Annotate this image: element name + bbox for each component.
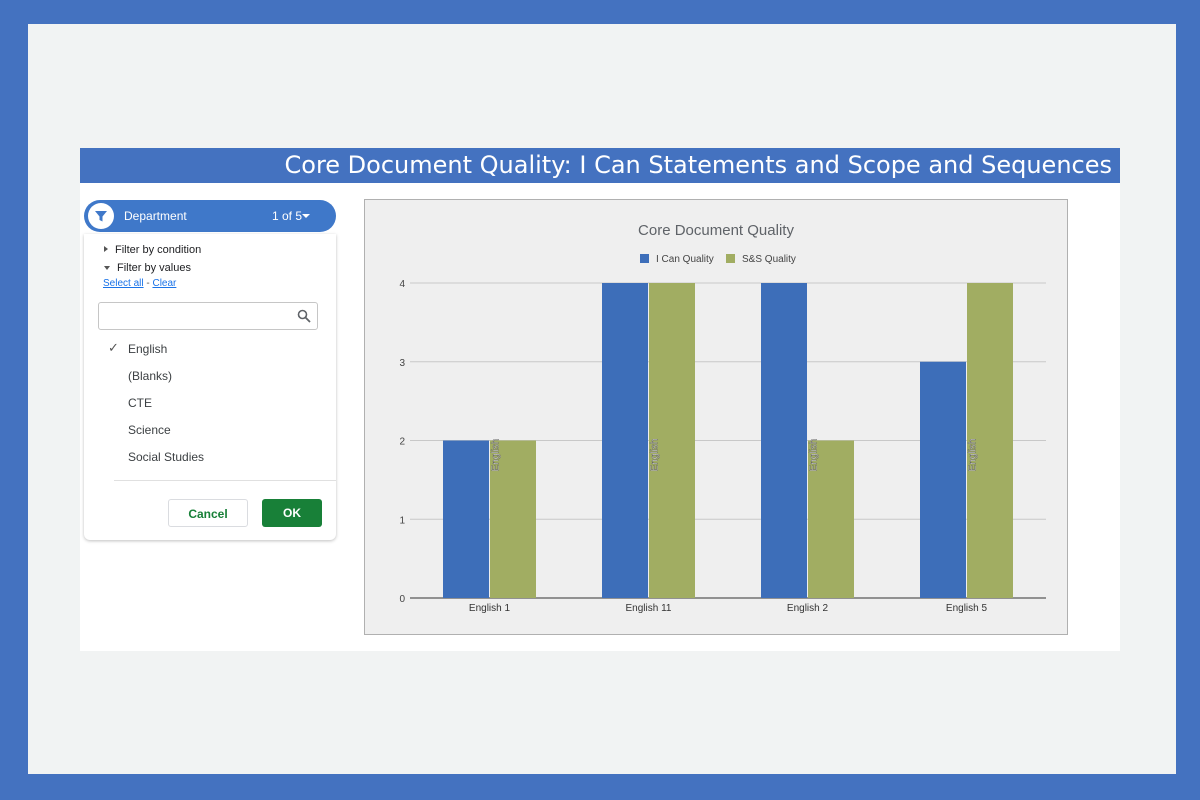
bar-data-label: English <box>491 439 502 472</box>
filter-by-condition-label: Filter by condition <box>115 244 202 256</box>
legend-swatch <box>640 254 649 263</box>
bar <box>649 283 695 598</box>
bar <box>761 283 807 598</box>
y-tick-label: 1 <box>399 515 405 526</box>
y-tick-label: 2 <box>399 437 405 448</box>
filter-by-values-toggle[interactable]: Filter by values <box>104 262 191 274</box>
filter-by-condition-toggle[interactable]: Filter by condition <box>104 244 201 256</box>
x-tick-label: English 5 <box>946 603 988 614</box>
x-tick-label: English 2 <box>787 603 829 614</box>
filter-pill-label: Department <box>124 209 187 223</box>
select-all-link[interactable]: Select all <box>103 278 144 289</box>
cancel-button[interactable]: Cancel <box>168 499 248 527</box>
bar-data-label: English <box>809 439 820 472</box>
filter-panel: Filter by condition Filter by values Sel… <box>84 234 336 540</box>
caret-right-icon <box>104 246 108 252</box>
filter-value-social-studies[interactable]: Social Studies <box>128 450 204 464</box>
bar <box>920 361 966 598</box>
caret-down-icon <box>104 266 110 270</box>
select-links: Select all - Clear <box>103 278 176 289</box>
filter-value-label: Social Studies <box>128 450 205 464</box>
filter-value-blanks[interactable]: (Blanks) <box>128 369 172 383</box>
ok-button[interactable]: OK <box>262 499 322 527</box>
y-tick-label: 0 <box>399 594 405 605</box>
filter-value-english[interactable]: ✓ English <box>108 340 168 356</box>
panel-divider <box>114 480 336 481</box>
department-filter-pill[interactable]: Department 1 of 5 <box>84 200 336 232</box>
filter-funnel-icon <box>88 203 114 229</box>
legend-swatch <box>726 254 735 263</box>
filter-value-label: CTE <box>128 396 152 410</box>
page-title: Core Document Quality: I Can Statements … <box>80 148 1120 183</box>
checkmark-icon: ✓ <box>108 340 119 355</box>
bar-data-label: English <box>650 439 661 472</box>
legend-label: S&S Quality <box>742 254 796 265</box>
chart-container: Core Document Quality I Can Quality S&S Qu… <box>364 199 1068 635</box>
caret-down-icon <box>302 214 310 218</box>
y-tick-label: 4 <box>399 279 405 290</box>
bar <box>490 440 536 598</box>
link-separator: - <box>143 278 153 289</box>
x-tick-label: English 1 <box>469 603 511 614</box>
bar <box>443 440 489 598</box>
x-tick-label: English 11 <box>626 603 672 614</box>
bar <box>967 283 1013 598</box>
search-icon[interactable] <box>297 309 311 326</box>
filter-by-values-label: Filter by values <box>117 262 191 274</box>
y-tick-label: 3 <box>399 358 405 369</box>
bar <box>602 283 648 598</box>
bar <box>808 440 854 598</box>
values-search-field[interactable] <box>98 302 318 330</box>
bar-chart: Core Document Quality I Can Quality S&S Qu… <box>399 222 1046 614</box>
values-search-input[interactable] <box>103 304 287 330</box>
filter-value-science[interactable]: Science <box>128 423 171 437</box>
bar-data-label: English <box>968 439 979 472</box>
legend-label: I Can Quality <box>656 254 714 265</box>
filter-value-label: Science <box>128 423 171 437</box>
filter-value-label: English <box>128 342 168 356</box>
filter-value-cte[interactable]: CTE <box>128 396 152 410</box>
sheet-area: Core Document Quality: I Can Statements … <box>80 148 1120 651</box>
filter-value-label: (Blanks) <box>128 369 173 383</box>
filter-pill-count: 1 of 5 <box>271 209 302 223</box>
clear-link[interactable]: Clear <box>152 278 177 289</box>
chart-title: Core Document Quality <box>638 222 794 239</box>
